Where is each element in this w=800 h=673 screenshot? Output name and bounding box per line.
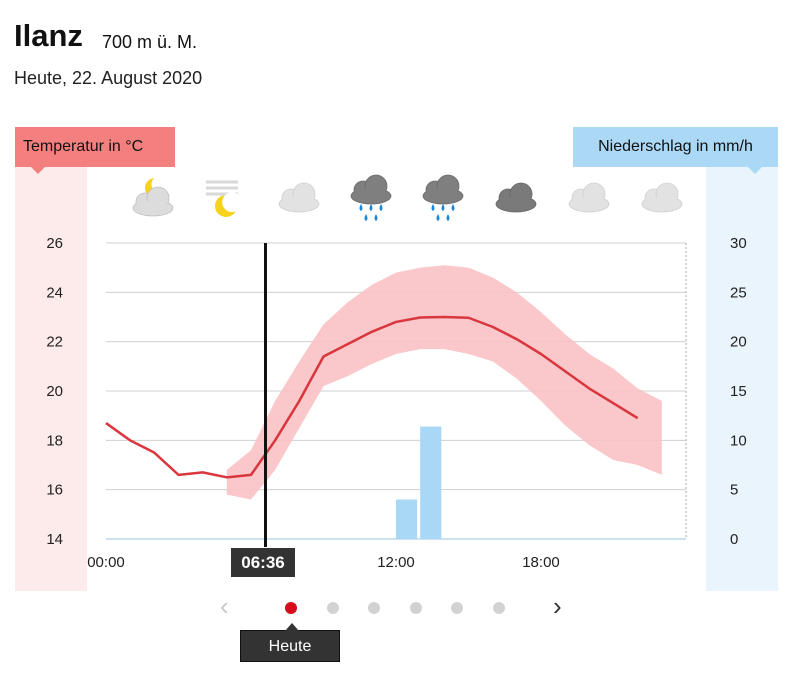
time-tick-label: 00:00 xyxy=(87,554,125,571)
temperature-tick-label: 18 xyxy=(46,432,63,449)
light-cloud-icon xyxy=(568,182,610,213)
rain-cloud-icon xyxy=(422,174,464,221)
precipitation-tick-label: 10 xyxy=(730,432,747,449)
precipitation-bar xyxy=(396,499,418,539)
temperature-axis-band xyxy=(15,167,87,591)
temperature-tick-label: 14 xyxy=(46,531,63,548)
dark-cloud-icon xyxy=(495,182,537,213)
day-dot-6[interactable] xyxy=(493,602,505,614)
next-day-arrow-icon[interactable]: › xyxy=(553,591,562,621)
day-dot-4[interactable] xyxy=(410,602,422,614)
partly-cloudy-night-icon xyxy=(132,175,174,217)
location-title: Ilanz xyxy=(14,18,83,53)
precipitation-tick-label: 0 xyxy=(730,531,738,548)
time-tick-label: 18:00 xyxy=(522,554,560,571)
day-dot-2[interactable] xyxy=(327,602,339,614)
precipitation-tick-label: 30 xyxy=(730,235,747,252)
fog-moon-icon xyxy=(206,180,242,217)
rain-cloud-icon xyxy=(350,174,392,221)
precipitation-tick-label: 15 xyxy=(730,383,747,400)
precipitation-tick-label: 25 xyxy=(730,284,747,301)
precipitation-legend-tag: Niederschlag in mm/h xyxy=(573,127,778,174)
today-tooltip: Heute xyxy=(240,623,340,662)
precipitation-tick-label: 5 xyxy=(730,482,738,499)
temperature-line xyxy=(105,315,639,479)
temperature-tick-label: 26 xyxy=(46,235,63,252)
precipitation-tick-label: 20 xyxy=(730,334,747,351)
temperature-legend-tag: Temperatur in °C xyxy=(15,127,175,174)
precipitation-bar xyxy=(420,426,442,539)
day-dot-5[interactable] xyxy=(451,602,463,614)
day-dot-1[interactable] xyxy=(285,602,297,614)
temperature-tick-label: 20 xyxy=(46,383,63,400)
temperature-range-band xyxy=(226,265,662,500)
light-cloud-icon xyxy=(641,182,683,213)
time-tick-label: 12:00 xyxy=(377,554,415,571)
precipitation-axis-band xyxy=(706,167,778,591)
temperature-tick-label: 24 xyxy=(46,284,63,301)
previous-day-arrow-icon[interactable]: ‹ xyxy=(220,591,229,621)
light-cloud-icon xyxy=(278,182,320,213)
altitude-label: 700 m ü. M. xyxy=(102,32,198,52)
temperature-tick-label: 22 xyxy=(46,334,63,351)
current-time-label: 06:36 xyxy=(231,548,295,577)
date-subtitle: Heute, 22. August 2020 xyxy=(14,68,203,88)
day-dot-3[interactable] xyxy=(368,602,380,614)
temperature-tick-label: 16 xyxy=(46,482,63,499)
